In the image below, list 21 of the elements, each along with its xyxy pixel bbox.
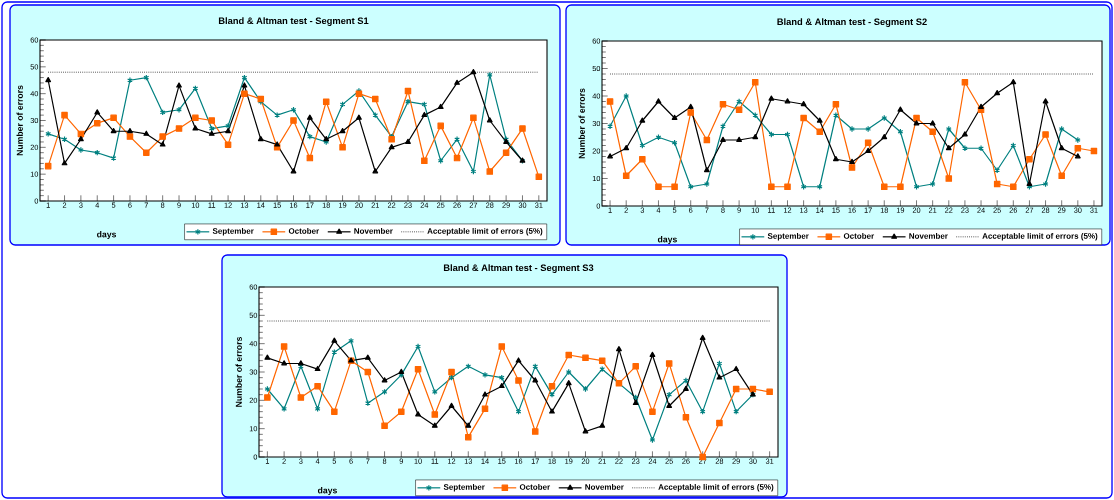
y-axis-title: Number of errors: [578, 88, 585, 159]
legend-label: Acceptable limit of errors (5%): [982, 232, 1098, 241]
legend-label: November: [354, 227, 393, 234]
chart-title: Bland & Altman test - Segment S3: [443, 264, 594, 273]
legend-label: October: [843, 232, 875, 239]
legend-label: October: [288, 227, 320, 234]
x-axis-title: days: [657, 236, 677, 245]
y-axis-title: Number of errors: [235, 336, 242, 407]
legend-label: September: [767, 232, 809, 241]
chart-title: Bland & Altman test - Segment S1: [218, 17, 369, 26]
legend-label: November: [585, 483, 624, 490]
legend-label: November: [909, 232, 948, 239]
chart-title: Bland & Altman test - Segment S2: [777, 18, 927, 27]
legend-label: September: [443, 483, 485, 492]
legend-label: September: [212, 227, 254, 236]
y-axis-title: Number of errors: [16, 85, 23, 156]
legend-label: October: [519, 483, 551, 490]
x-axis-title: days: [317, 487, 337, 496]
x-axis-title: days: [97, 231, 117, 240]
legend-label: Acceptable limit of errors (5%): [658, 483, 774, 492]
legend-label: Acceptable limit of errors (5%): [427, 227, 543, 236]
